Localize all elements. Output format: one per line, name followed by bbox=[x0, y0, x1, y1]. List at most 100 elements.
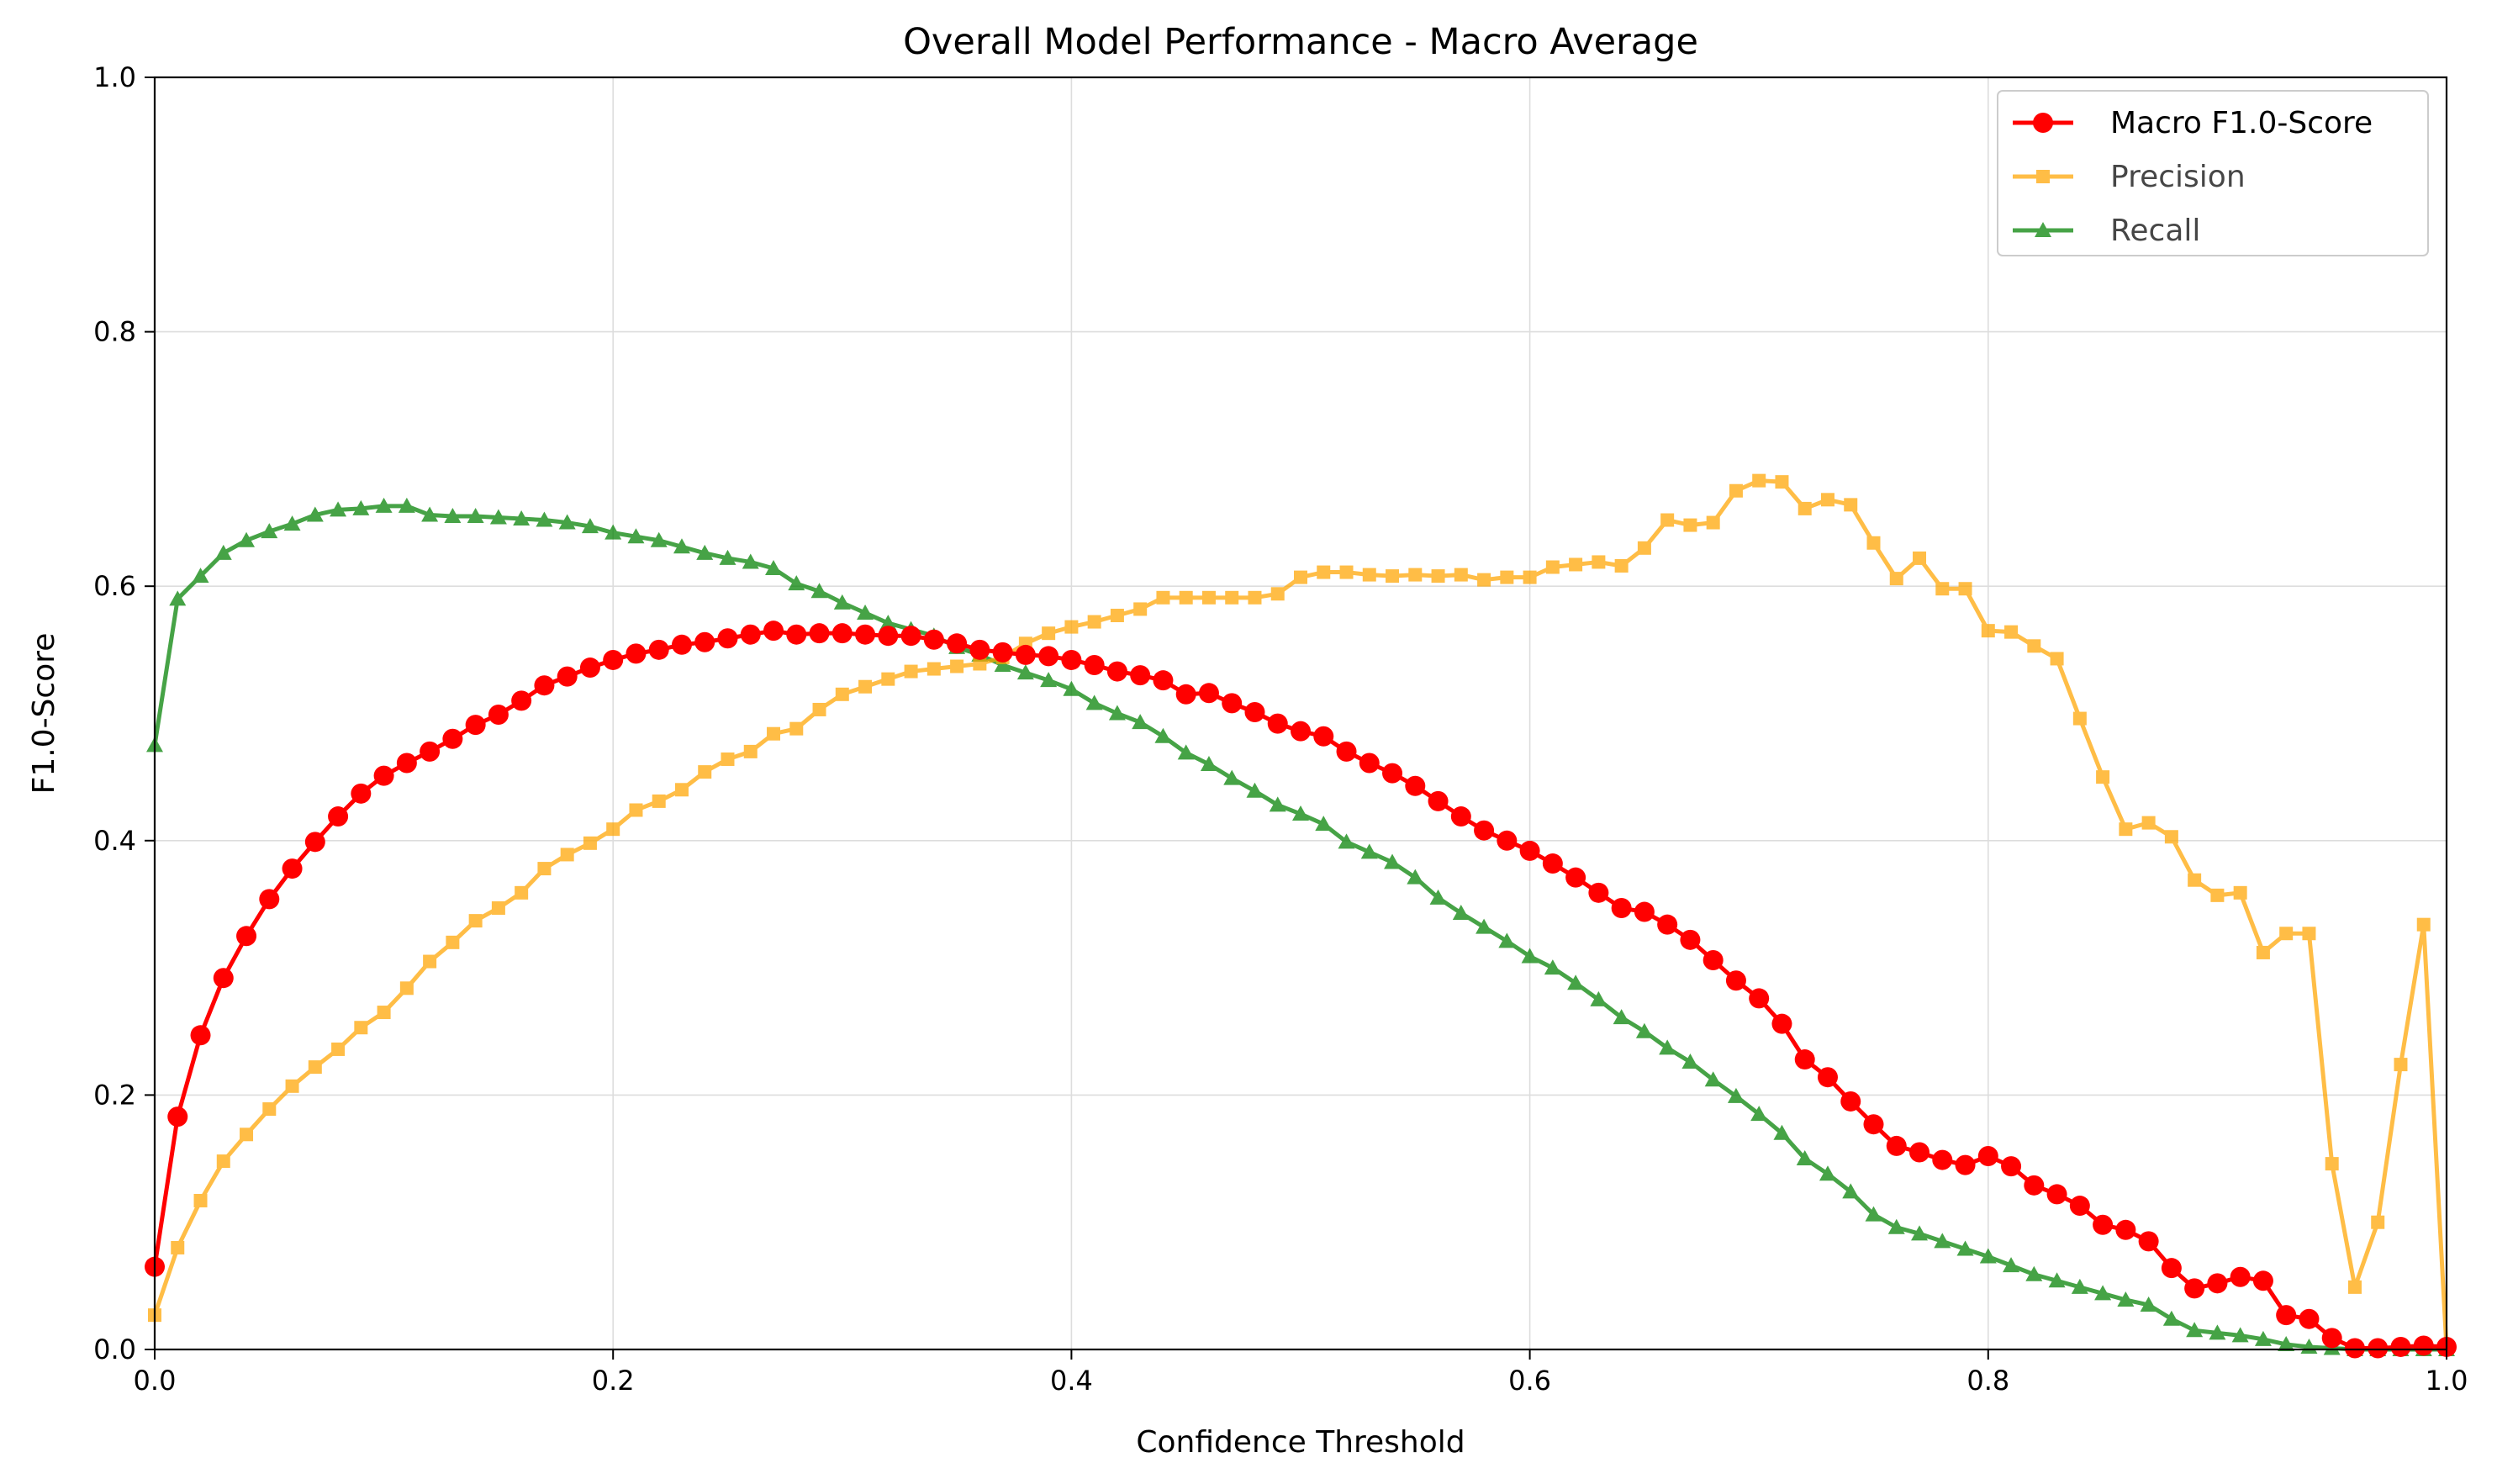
data-point-recall bbox=[1269, 796, 1286, 812]
data-point-recall bbox=[330, 501, 347, 517]
data-point-macro-f1-0-score bbox=[1863, 1114, 1884, 1135]
data-point-precision bbox=[377, 1006, 391, 1020]
data-point-recall bbox=[2071, 1278, 2088, 1294]
data-point-macro-f1-0-score bbox=[351, 783, 372, 804]
data-point-precision bbox=[743, 744, 758, 758]
data-point-macro-f1-0-score bbox=[1817, 1067, 1838, 1088]
data-point-macro-f1-0-score bbox=[396, 753, 417, 774]
data-point-macro-f1-0-score bbox=[1611, 897, 1632, 918]
data-point-macro-f1-0-score bbox=[2069, 1196, 2090, 1217]
data-point-precision bbox=[262, 1102, 277, 1117]
data-point-precision bbox=[2027, 639, 2041, 653]
data-point-macro-f1-0-score bbox=[282, 858, 303, 879]
data-point-precision bbox=[2371, 1215, 2385, 1229]
data-point-macro-f1-0-score bbox=[1106, 661, 1127, 682]
x-tick-label: 0.4 bbox=[1050, 1365, 1093, 1397]
data-point-recall bbox=[306, 506, 324, 522]
data-point-precision bbox=[652, 794, 666, 808]
data-point-precision bbox=[1386, 569, 1400, 584]
data-point-macro-f1-0-score bbox=[1428, 790, 1449, 811]
data-point-macro-f1-0-score bbox=[1497, 830, 1518, 851]
data-point-macro-f1-0-score bbox=[1450, 806, 1471, 827]
data-point-macro-f1-0-score bbox=[2252, 1270, 2273, 1291]
data-point-precision bbox=[2325, 1157, 2339, 1171]
data-point-recall bbox=[2094, 1285, 2112, 1301]
data-point-precision bbox=[2279, 927, 2294, 941]
data-point-macro-f1-0-score bbox=[1382, 763, 1403, 784]
data-point-precision bbox=[2141, 816, 2156, 830]
data-point-recall bbox=[581, 518, 599, 534]
data-point-recall bbox=[1452, 905, 1470, 921]
data-point-recall bbox=[833, 594, 851, 610]
data-point-precision bbox=[2394, 1058, 2408, 1072]
series-macro-f1-0-score bbox=[145, 621, 2457, 1359]
data-point-macro-f1-0-score bbox=[1680, 929, 1701, 950]
data-point-macro-f1-0-score bbox=[2413, 1335, 2434, 1356]
data-point-macro-f1-0-score bbox=[190, 1025, 211, 1046]
data-point-recall bbox=[2025, 1265, 2043, 1281]
y-tick-label: 0.8 bbox=[93, 316, 136, 348]
data-point-precision bbox=[1064, 620, 1079, 634]
data-point-precision bbox=[193, 1193, 208, 1207]
data-point-recall bbox=[742, 553, 759, 569]
data-point-macro-f1-0-score bbox=[1909, 1142, 1930, 1163]
data-point-macro-f1-0-score bbox=[1771, 1013, 1792, 1034]
data-point-recall bbox=[398, 497, 415, 513]
data-point-precision bbox=[1408, 568, 1423, 582]
data-point-recall bbox=[1521, 948, 1539, 964]
data-point-macro-f1-0-score bbox=[694, 631, 715, 652]
data-point-macro-f1-0-score bbox=[2138, 1231, 2159, 1252]
data-point-macro-f1-0-score bbox=[2390, 1336, 2411, 1357]
data-point-recall bbox=[1292, 805, 1309, 821]
data-point-recall bbox=[1200, 756, 1217, 772]
data-point-recall bbox=[169, 590, 187, 606]
data-point-macro-f1-0-score bbox=[2184, 1278, 2205, 1299]
data-point-precision bbox=[606, 822, 620, 837]
data-point-precision bbox=[1248, 590, 1262, 605]
data-point-macro-f1-0-score bbox=[626, 643, 647, 664]
data-point-macro-f1-0-score bbox=[2344, 1338, 2365, 1359]
legend-marker-recall bbox=[2035, 222, 2051, 237]
data-point-precision bbox=[1179, 590, 1193, 605]
data-point-macro-f1-0-score bbox=[2001, 1156, 2022, 1177]
data-point-precision bbox=[1935, 582, 1950, 596]
data-point-recall bbox=[2254, 1330, 2272, 1346]
legend-item-recall: Recall bbox=[2013, 214, 2200, 248]
data-point-recall bbox=[444, 507, 462, 523]
data-point-precision bbox=[1820, 493, 1834, 507]
data-point-recall bbox=[1956, 1240, 1974, 1256]
data-point-precision bbox=[1545, 560, 1560, 574]
data-point-precision bbox=[2119, 822, 2133, 837]
series-precision bbox=[148, 473, 2453, 1355]
data-point-recall bbox=[857, 604, 874, 620]
data-point-precision bbox=[1201, 590, 1216, 605]
data-point-recall bbox=[2003, 1257, 2020, 1273]
data-point-macro-f1-0-score bbox=[1175, 684, 1196, 705]
data-point-macro-f1-0-score bbox=[167, 1106, 188, 1128]
data-point-precision bbox=[1294, 570, 1307, 584]
data-point-recall bbox=[375, 497, 393, 513]
data-point-macro-f1-0-score bbox=[2161, 1258, 2182, 1279]
data-point-macro-f1-0-score bbox=[992, 642, 1013, 663]
data-point-recall bbox=[994, 657, 1011, 673]
data-point-precision bbox=[1729, 483, 1743, 498]
data-point-precision bbox=[2210, 888, 2225, 902]
data-point-precision bbox=[1362, 568, 1376, 582]
data-point-macro-f1-0-score bbox=[1702, 950, 1724, 971]
data-point-recall bbox=[879, 615, 897, 631]
data-point-recall bbox=[2278, 1335, 2295, 1351]
data-point-precision bbox=[1042, 626, 1056, 641]
data-point-recall bbox=[2117, 1291, 2135, 1307]
data-point-macro-f1-0-score bbox=[1222, 693, 1243, 714]
x-axis-label: Confidence Threshold bbox=[1136, 1425, 1465, 1460]
data-point-precision bbox=[1477, 573, 1491, 587]
data-point-precision bbox=[537, 862, 552, 876]
data-point-precision bbox=[950, 659, 964, 673]
data-point-precision bbox=[1225, 590, 1239, 605]
data-point-recall bbox=[489, 509, 507, 525]
legend-label-precision: Precision bbox=[2110, 160, 2246, 194]
data-point-precision bbox=[881, 672, 895, 686]
data-point-recall bbox=[1979, 1248, 1997, 1264]
data-point-precision bbox=[308, 1060, 322, 1075]
data-point-macro-f1-0-score bbox=[1932, 1149, 1953, 1170]
